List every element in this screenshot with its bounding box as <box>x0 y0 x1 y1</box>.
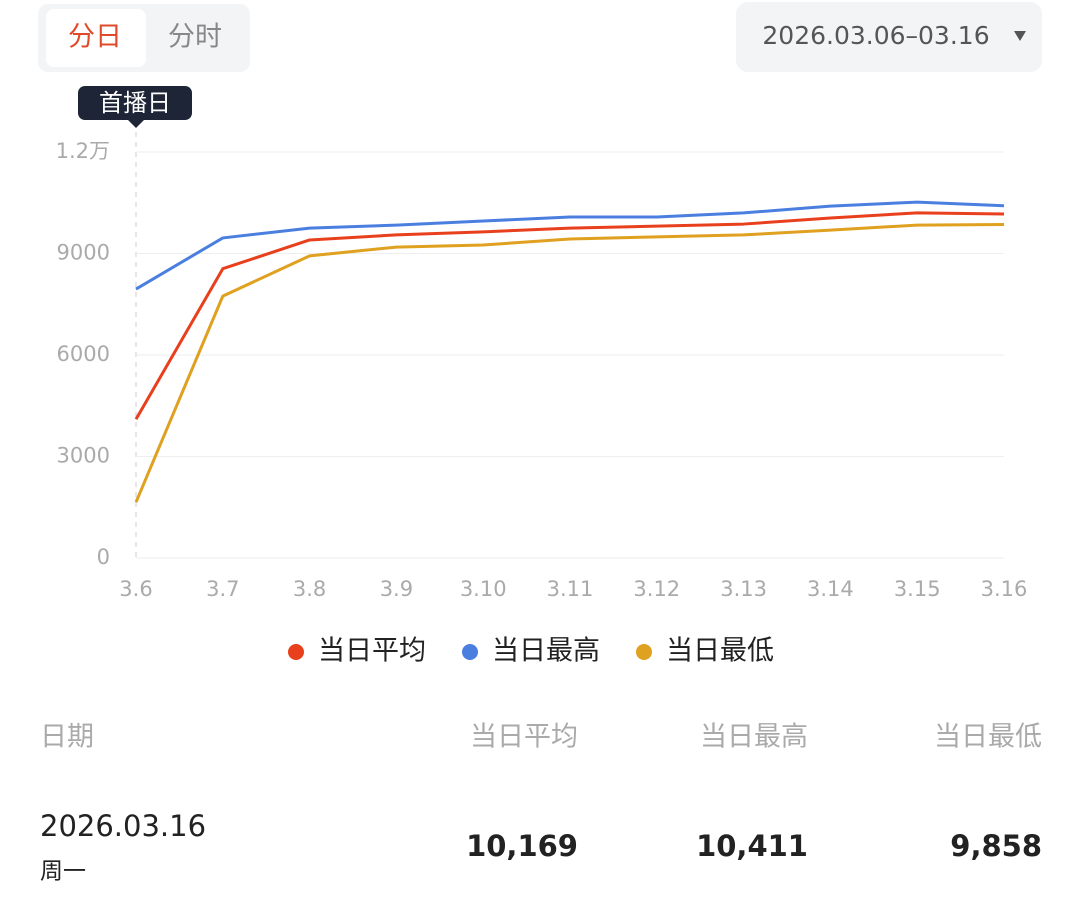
x-tick-label: 3.10 <box>460 577 507 601</box>
series-line <box>135 200 1005 291</box>
annotation-pointer <box>128 120 144 128</box>
x-tick-label: 3.11 <box>547 577 594 601</box>
table-header: 当日平均 <box>470 722 578 753</box>
row-value: 10,411 <box>696 829 808 863</box>
y-tick-label: 1.2万 <box>56 139 110 163</box>
x-tick-label: 3.13 <box>720 577 767 601</box>
series-line <box>134 211 1005 421</box>
legend-marker <box>636 644 652 660</box>
active-tab-bg[interactable] <box>46 9 146 67</box>
x-tick-label: 3.6 <box>119 577 152 601</box>
annotation-badge <box>78 86 192 120</box>
table-header: 日期 <box>40 722 94 753</box>
tab[interactable]: 分时 <box>168 22 222 53</box>
legend-marker <box>462 644 478 660</box>
date-picker[interactable] <box>736 2 1042 72</box>
x-tick-label: 3.7 <box>206 577 239 601</box>
legend-label: 当日最低 <box>666 636 774 667</box>
table-header: 当日最低 <box>934 722 1042 753</box>
row-date: 2026.03.16 <box>40 809 206 843</box>
x-tick-label: 3.16 <box>981 577 1028 601</box>
plot: 0 3000 6000 9000 1.2万 3.6 3.7 3.8 3.9 3.10 3.11 3.1… <box>56 139 1028 667</box>
x-tick-label: 3.12 <box>633 577 680 601</box>
tab[interactable]: 分日 <box>68 22 122 53</box>
y-tick-label: 3000 <box>57 444 110 468</box>
legend-label: 当日平均 <box>318 636 426 667</box>
row-value: 9,858 <box>950 829 1042 863</box>
x-tick-label: 3.8 <box>293 577 326 601</box>
x-tick-label: 3.9 <box>380 577 413 601</box>
table-header: 当日最高 <box>700 722 808 753</box>
dropdown-arrow[interactable] <box>1014 31 1026 41</box>
annotation: 首播日 <box>99 89 171 117</box>
series-line <box>134 222 1005 503</box>
y-tick-label: 6000 <box>57 342 110 366</box>
x-tick-label: 3.15 <box>894 577 941 601</box>
row-weekday: 周一 <box>40 859 86 885</box>
legend-label: 当日最高 <box>492 636 600 667</box>
date-range[interactable]: 2026.03.06–03.16 <box>762 21 989 50</box>
table: 日期 当日平均 当日最高 当日最低 2026.03.16 周一 10,169 10,411 9,… <box>40 722 1042 885</box>
y-tick-label: 0 <box>97 545 110 569</box>
row-value: 10,169 <box>466 829 578 863</box>
y-tick-label: 9000 <box>57 241 110 265</box>
legend-marker <box>288 644 304 660</box>
x-tick-label: 3.14 <box>807 577 854 601</box>
